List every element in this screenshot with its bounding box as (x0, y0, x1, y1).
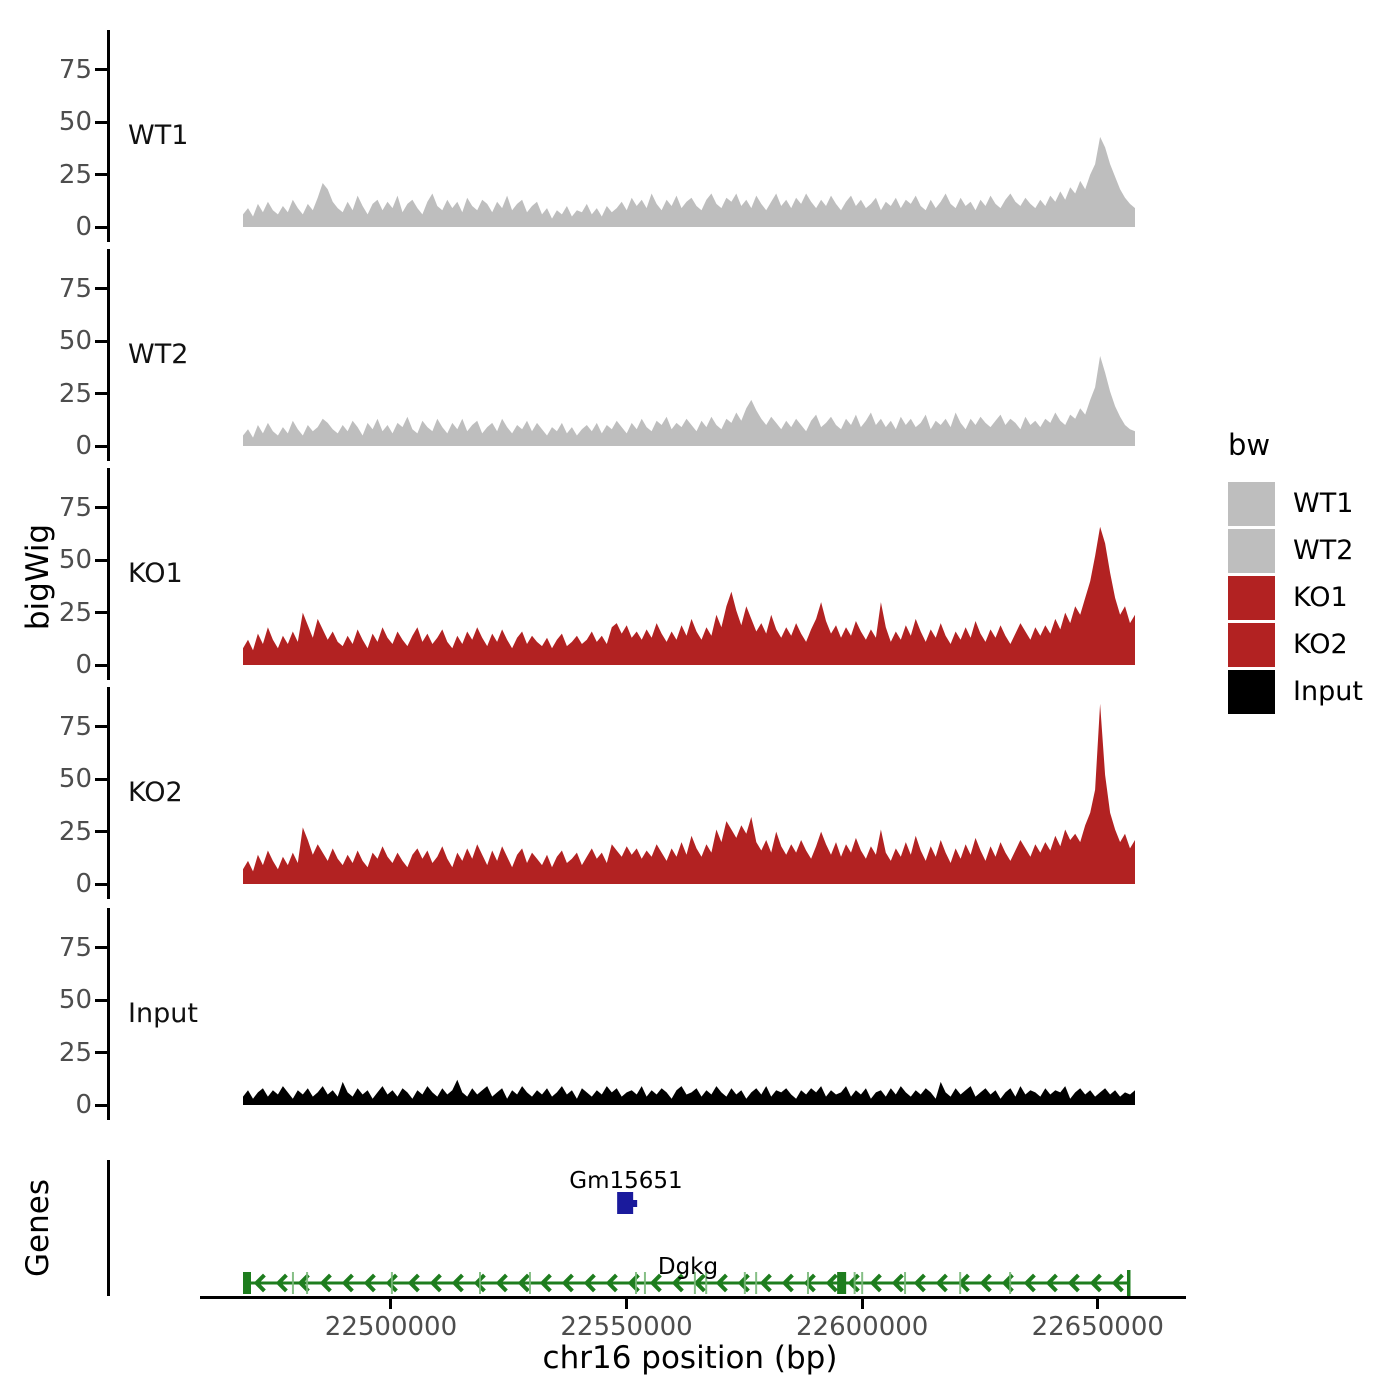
track-panel-ko1: 0 25 50 75 KO1 (0, 468, 1400, 682)
y-tick-label: 0 (75, 431, 92, 461)
x-tick-mark (1096, 1298, 1100, 1309)
y-tick-label: 50 (58, 764, 92, 795)
gene-label-dgkg: Dgkg (657, 1254, 719, 1280)
y-tick-label: 50 (58, 985, 92, 1016)
legend-entry-ko2: KO2 (1228, 621, 1400, 668)
legend-label: KO2 (1293, 628, 1348, 660)
y-tick-mark (95, 392, 108, 396)
y-tick-mark (95, 1051, 108, 1055)
y-tick-mark (95, 287, 108, 291)
y-tick-mark (95, 444, 108, 448)
legend-entry-input: Input (1228, 668, 1400, 715)
y-tick-mark (95, 173, 108, 177)
coverage-area-wt1 (243, 136, 1135, 227)
y-tick-label: 50 (58, 545, 92, 576)
legend-label: KO1 (1293, 581, 1348, 613)
y-tick-label: 75 (58, 54, 92, 85)
track-panel-wt1: 0 25 50 75 WT1 (0, 30, 1400, 244)
legend: bw WT1 WT2 KO1 KO2 Input (1228, 428, 1400, 715)
legend-entry-wt2: WT2 (1228, 527, 1400, 574)
track-label-ko2: KO2 (128, 777, 183, 808)
genes-panel (0, 1160, 1400, 1300)
track-label-wt2: WT2 (128, 339, 189, 370)
y-tick-mark (95, 1103, 108, 1107)
x-tick-mark (625, 1298, 629, 1309)
y-tick-mark (95, 68, 108, 72)
x-tick-mark (860, 1298, 864, 1309)
legend-label: WT1 (1293, 487, 1354, 519)
y-tick-mark (95, 339, 108, 343)
legend-swatch-input (1228, 669, 1275, 714)
y-tick-mark (95, 882, 108, 886)
track-label-wt1: WT1 (128, 120, 189, 151)
legend-entry-wt1: WT1 (1228, 480, 1400, 527)
y-axis-line (107, 249, 110, 461)
legend-label: Input (1293, 675, 1363, 707)
track-panel-wt2: 0 25 50 75 WT2 (0, 249, 1400, 463)
y-tick-mark (95, 611, 108, 615)
track-panel-ko2: 0 25 50 75 KO2 (0, 687, 1400, 901)
coverage-area-wt2 (243, 355, 1135, 446)
y-tick-mark (95, 120, 108, 124)
y-tick-label: 25 (58, 816, 92, 847)
y-axis-line (107, 468, 110, 680)
legend-label: WT2 (1293, 534, 1354, 566)
gene-label-gm15651: Gm15651 (569, 1168, 683, 1194)
legend-title: bw (1228, 428, 1271, 462)
x-tick-mark (389, 1298, 393, 1309)
x-tick-label: 22600000 (795, 1312, 929, 1342)
y-tick-mark (95, 830, 108, 834)
y-tick-label: 0 (75, 1090, 92, 1120)
legend-swatch-wt1 (1228, 481, 1275, 526)
gene-models (243, 1192, 1131, 1296)
y-axis-line (107, 30, 110, 242)
y-tick-mark (95, 725, 108, 729)
y-tick-mark (95, 777, 108, 781)
legend-entry-ko1: KO1 (1228, 574, 1400, 621)
y-tick-label: 50 (58, 326, 92, 357)
legend-swatch-ko2 (1228, 622, 1275, 667)
y-tick-mark (95, 225, 108, 229)
y-tick-label: 75 (58, 932, 92, 963)
y-tick-mark (95, 946, 108, 950)
x-tick-label: 22550000 (560, 1312, 693, 1342)
coverage-area-ko2 (243, 703, 1135, 884)
y-tick-label: 25 (58, 1037, 92, 1068)
genes-axis-line (107, 1160, 110, 1296)
x-tick-label: 22500000 (324, 1312, 458, 1342)
y-axis-line (107, 687, 110, 899)
y-tick-label: 0 (75, 650, 92, 680)
y-tick-label: 0 (75, 869, 92, 899)
y-tick-label: 25 (58, 378, 92, 409)
y-tick-label: 0 (75, 212, 92, 242)
coverage-area-ko1 (243, 526, 1135, 665)
y-tick-label: 25 (58, 159, 92, 190)
track-panel-input: 0 25 50 75 Input (0, 908, 1400, 1122)
y-tick-mark (95, 506, 108, 510)
x-tick-label: 22650000 (1031, 1312, 1164, 1342)
track-label-input: Input (128, 998, 198, 1029)
y-axis-line (107, 908, 110, 1120)
y-tick-label: 25 (58, 597, 92, 628)
legend-swatch-wt2 (1228, 528, 1275, 573)
y-tick-label: 50 (58, 107, 92, 138)
y-tick-mark (95, 998, 108, 1002)
y-tick-mark (95, 558, 108, 562)
y-tick-label: 75 (58, 711, 92, 742)
y-tick-mark (95, 663, 108, 667)
track-label-ko1: KO1 (128, 558, 183, 589)
legend-swatch-ko1 (1228, 575, 1275, 620)
y-tick-label: 75 (58, 273, 92, 304)
x-axis-line (200, 1296, 1186, 1299)
y-tick-label: 75 (58, 492, 92, 523)
coverage-area-input (243, 1079, 1135, 1105)
x-axis-title: chr16 position (bp) (542, 1340, 838, 1376)
